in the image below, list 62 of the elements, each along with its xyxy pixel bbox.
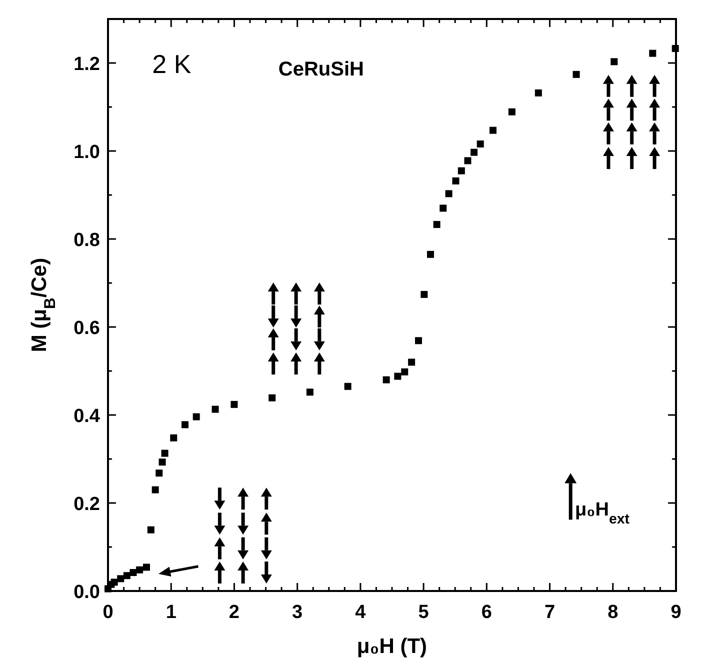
point <box>382 376 390 384</box>
annotation: μ₀H$_{ext}$ <box>575 499 630 528</box>
point <box>306 388 314 396</box>
x-tick-label: 4 <box>355 602 366 623</box>
point <box>534 89 542 96</box>
y-tick-label: 1.2 <box>74 54 100 75</box>
point <box>489 126 496 134</box>
x-tick-label: 0 <box>102 602 114 623</box>
point <box>508 108 516 116</box>
point <box>649 50 656 57</box>
point <box>268 394 276 402</box>
point <box>401 368 408 376</box>
y-tick-label: 0.8 <box>74 230 100 251</box>
point <box>672 44 679 52</box>
point <box>117 575 124 582</box>
x-tick-label: 7 <box>544 602 556 623</box>
point <box>476 140 484 148</box>
point <box>433 220 440 228</box>
point <box>420 290 428 298</box>
point <box>458 167 465 174</box>
point <box>452 177 460 184</box>
point <box>610 58 618 66</box>
point <box>110 578 118 586</box>
point <box>181 421 188 428</box>
point <box>344 382 352 390</box>
point <box>464 157 472 164</box>
point <box>147 526 154 534</box>
point <box>212 406 219 413</box>
x-axis-title: μ₀H (T) <box>356 635 428 658</box>
point <box>394 372 402 380</box>
point <box>130 569 137 576</box>
point <box>123 572 130 580</box>
point <box>427 250 434 258</box>
point <box>192 413 200 420</box>
x-tick-label: 2 <box>228 602 240 623</box>
point <box>572 70 580 78</box>
point <box>230 400 238 408</box>
x-tick-label: 6 <box>481 602 492 623</box>
point <box>408 358 416 366</box>
point <box>158 458 166 466</box>
y-tick-label: 1.0 <box>74 142 100 163</box>
x-tick-label: 5 <box>418 602 430 623</box>
y-tick-label: 0.0 <box>74 582 100 603</box>
y-tick-label: 0.2 <box>74 494 100 515</box>
point <box>143 564 150 571</box>
y-tick-label: 0.4 <box>74 406 100 427</box>
point <box>170 434 178 442</box>
point <box>156 470 163 477</box>
point <box>415 337 422 344</box>
x-tick-label: 1 <box>166 602 177 623</box>
x-tick-label: 8 <box>608 602 618 623</box>
x-tick-label: 3 <box>292 602 303 623</box>
y-tick-label: 0.6 <box>74 318 100 339</box>
point <box>445 190 452 198</box>
point <box>470 148 478 156</box>
point <box>440 204 447 212</box>
annotation: CeRuSiH <box>278 58 364 80</box>
annotation: 2 K <box>152 49 192 79</box>
point <box>152 486 159 494</box>
x-tick-label: 9 <box>670 602 682 623</box>
point <box>161 450 168 457</box>
point <box>136 566 144 574</box>
